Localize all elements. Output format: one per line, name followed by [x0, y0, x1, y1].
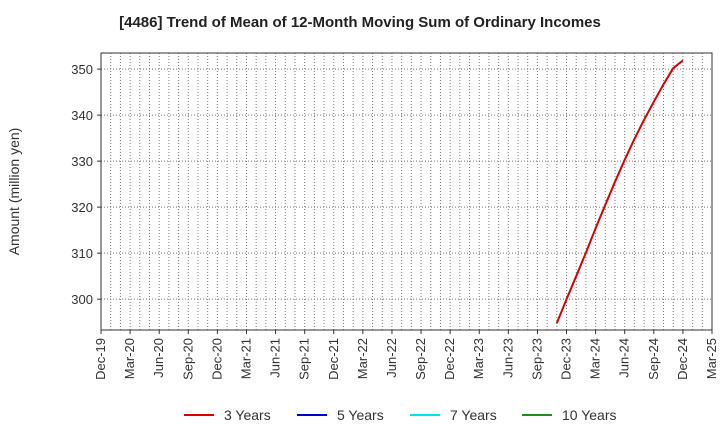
x-tick-label: Jun-21 [268, 338, 283, 378]
x-tick-label: Mar-20 [122, 338, 137, 379]
x-tick-label: Jun-24 [617, 338, 632, 378]
x-tick-label: Dec-19 [93, 338, 108, 380]
series-lines [555, 59, 684, 324]
x-tick-label: Dec-20 [209, 338, 224, 380]
x-tick-label: Jun-23 [500, 338, 515, 378]
legend-label-3-years: 3 Years [224, 407, 271, 423]
y-tick-label: 320 [71, 200, 93, 215]
x-tick-label: Mar-25 [704, 338, 719, 379]
legend-label-10-years: 10 Years [562, 407, 617, 423]
x-tick-label: Sep-24 [646, 338, 661, 380]
x-tick-label: Dec-21 [326, 338, 341, 380]
grid-lines [101, 53, 712, 330]
y-axis-label: Amount (million yen) [6, 128, 22, 256]
y-tick-label: 310 [71, 246, 93, 261]
x-tick-label: Mar-22 [355, 338, 370, 379]
x-tick-label: Mar-24 [588, 338, 603, 379]
chart-title: [4486] Trend of Mean of 12-Month Moving … [119, 14, 601, 31]
x-axis: Dec-19 Mar-20 Jun-20 Sep-20 Dec-20 Mar-21 Jun-… [93, 330, 719, 380]
legend: 3 Years 5 Years 7 Years 10 Years [184, 407, 617, 423]
x-tick-label: Jun-20 [151, 338, 166, 378]
x-tick-label: Jun-22 [384, 338, 399, 378]
y-axis: 300 310 320 330 340 350 [71, 62, 101, 307]
x-tick-label: Dec-24 [675, 338, 690, 380]
y-tick-label: 340 [71, 108, 93, 123]
plot-area [101, 53, 712, 330]
x-tick-label: Sep-20 [180, 338, 195, 380]
plot-border [100, 52, 713, 331]
series-line-3-years [555, 59, 684, 324]
x-tick-label: Sep-23 [529, 338, 544, 380]
x-tick-label: Dec-22 [442, 338, 457, 380]
x-tick-label: Dec-23 [559, 338, 574, 380]
legend-label-7-years: 7 Years [450, 407, 497, 423]
x-tick-label: Sep-21 [297, 338, 312, 380]
x-tick-label: Mar-21 [238, 338, 253, 379]
x-tick-label: Sep-22 [413, 338, 428, 380]
y-tick-label: 300 [71, 292, 93, 307]
legend-label-5-years: 5 Years [337, 407, 384, 423]
x-tick-label: Mar-23 [471, 338, 486, 379]
y-tick-label: 330 [71, 154, 93, 169]
y-tick-label: 350 [71, 62, 93, 77]
